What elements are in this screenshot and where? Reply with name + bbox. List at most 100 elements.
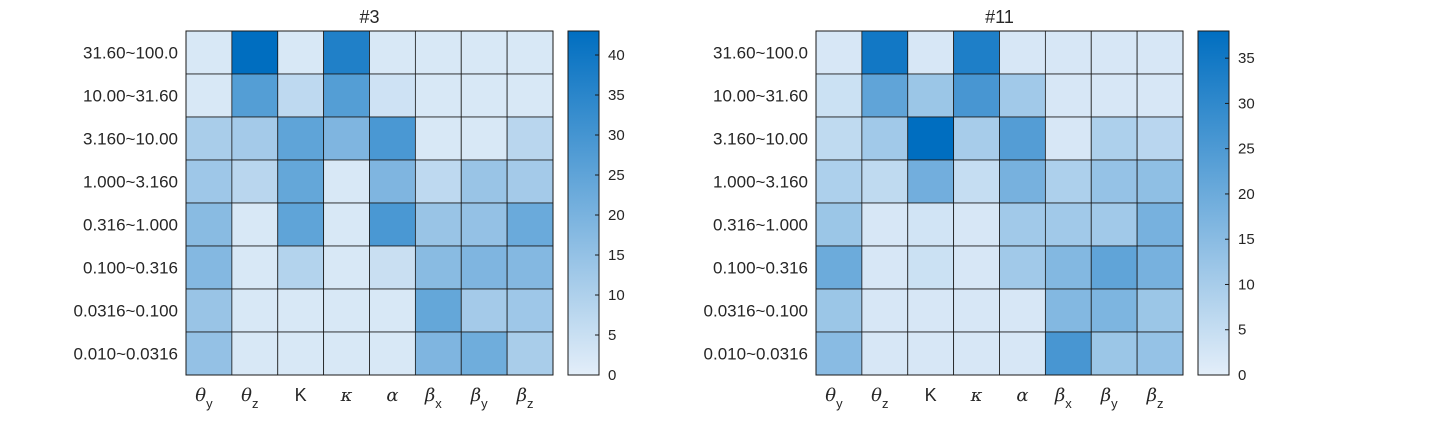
heatmap-cell bbox=[1136, 73, 1184, 118]
column-label: βz bbox=[516, 385, 534, 411]
heatmap-cell bbox=[369, 30, 416, 75]
heatmap-cell bbox=[323, 73, 370, 118]
heatmap-cell bbox=[999, 116, 1046, 161]
column-label: βx bbox=[1054, 385, 1072, 411]
heatmap-cell bbox=[815, 116, 863, 161]
heatmap-cell bbox=[277, 202, 325, 247]
heatmap-cell bbox=[414, 159, 462, 204]
row-label: 0.100~0.316 bbox=[83, 259, 178, 278]
heatmap-cell bbox=[506, 288, 554, 333]
heatmap-cell bbox=[953, 245, 1000, 290]
heatmap-cell bbox=[231, 73, 279, 118]
row-label: 0.100~0.316 bbox=[713, 259, 808, 278]
column-label: α bbox=[1016, 385, 1028, 406]
heatmap-cell bbox=[506, 73, 554, 118]
heatmap-cell bbox=[999, 331, 1046, 376]
heatmap-cell bbox=[277, 159, 325, 204]
heatmap-cell bbox=[1044, 245, 1092, 290]
colorbar-gradient bbox=[567, 30, 600, 376]
colorbar-tick-label: 30 bbox=[1238, 95, 1255, 112]
heatmap-cell bbox=[907, 202, 955, 247]
heatmap-cell bbox=[815, 202, 863, 247]
heatmap-cell bbox=[953, 202, 1000, 247]
heatmap-cell bbox=[861, 331, 909, 376]
heatmap-cell bbox=[1136, 159, 1184, 204]
heatmap-cell bbox=[907, 288, 955, 333]
colorbar: 0 5 10 15 20 25 30 35 40 bbox=[567, 30, 625, 384]
row-label: 10.00~31.60 bbox=[713, 87, 808, 106]
colorbar-tick-label: 5 bbox=[1238, 322, 1246, 339]
heatmap-cell bbox=[907, 116, 955, 161]
heatmap-cell bbox=[506, 116, 554, 161]
colorbar-tick-label: 35 bbox=[1238, 50, 1255, 67]
heatmap-cell bbox=[231, 159, 279, 204]
heatmap-cell bbox=[953, 73, 1000, 118]
heatmap-cell bbox=[861, 202, 909, 247]
colorbar-tick-label: 0 bbox=[608, 367, 616, 384]
row-label: 0.010~0.0316 bbox=[704, 345, 808, 364]
heatmap-cell bbox=[460, 331, 508, 376]
column-label: θz bbox=[871, 385, 888, 411]
heatmap-cell bbox=[999, 288, 1046, 333]
heatmap-cell bbox=[369, 202, 416, 247]
heatmap-cell bbox=[815, 159, 863, 204]
heatmap-cell bbox=[414, 30, 462, 75]
heatmap-cell bbox=[185, 116, 233, 161]
heatmap-cell bbox=[369, 288, 416, 333]
heatmap-cell bbox=[323, 245, 370, 290]
heatmap-cell bbox=[953, 159, 1000, 204]
heatmap-cell bbox=[323, 30, 370, 75]
row-label: 31.60~100.0 bbox=[83, 44, 178, 63]
heatmap-cell bbox=[907, 159, 955, 204]
row-label: 1.000~3.160 bbox=[83, 173, 178, 192]
column-label: K bbox=[925, 385, 937, 405]
heatmap-cell bbox=[1044, 331, 1092, 376]
heatmap-cell bbox=[460, 288, 508, 333]
heatmap-cell bbox=[231, 202, 279, 247]
heatmap-cell bbox=[323, 202, 370, 247]
heatmap-cell bbox=[231, 116, 279, 161]
row-label: 1.000~3.160 bbox=[713, 173, 808, 192]
heatmap-cell bbox=[1090, 245, 1138, 290]
heatmap-cell bbox=[460, 159, 508, 204]
column-label: βx bbox=[424, 385, 442, 411]
colorbar-tick-label: 10 bbox=[608, 287, 625, 304]
colorbar: 0 5 10 15 20 25 30 35 bbox=[1197, 30, 1255, 384]
heatmap-cell bbox=[815, 73, 863, 118]
row-label: 0.316~1.000 bbox=[83, 216, 178, 235]
heatmap-panel-2: #11 31.60~100.0 10.00~31.60 3.160~10.00 1.00… bbox=[704, 7, 1255, 411]
heatmap-cell bbox=[1136, 331, 1184, 376]
heatmap-cell bbox=[369, 116, 416, 161]
heatmap-cell bbox=[185, 331, 233, 376]
colorbar-tick-label: 25 bbox=[1238, 141, 1255, 158]
heatmap-cell bbox=[460, 245, 508, 290]
heatmap-cell bbox=[861, 116, 909, 161]
heatmap-cell bbox=[414, 116, 462, 161]
heatmap-cell bbox=[277, 331, 325, 376]
heatmap-cell bbox=[1136, 116, 1184, 161]
heatmap-cell bbox=[323, 116, 370, 161]
column-label: βz bbox=[1146, 385, 1164, 411]
heatmap-cell bbox=[506, 159, 554, 204]
heatmap-cell bbox=[815, 30, 863, 75]
heatmap-cell bbox=[953, 30, 1000, 75]
column-label: θy bbox=[825, 385, 843, 411]
heatmap-cell bbox=[1044, 73, 1092, 118]
row-label: 0.0316~0.100 bbox=[74, 302, 178, 321]
chart-title: #11 bbox=[985, 7, 1014, 27]
heatmap-cell bbox=[1090, 288, 1138, 333]
heatmap-cell bbox=[323, 331, 370, 376]
heatmap-cell bbox=[907, 73, 955, 118]
heatmap-cell bbox=[907, 245, 955, 290]
colorbar-tick-label: 35 bbox=[608, 87, 625, 104]
heatmap-cell bbox=[1136, 202, 1184, 247]
heatmap-cell bbox=[323, 288, 370, 333]
colorbar-tick-label: 20 bbox=[608, 207, 625, 224]
row-label: 3.160~10.00 bbox=[713, 130, 808, 149]
colorbar-tick-label: 40 bbox=[608, 47, 625, 64]
row-label: 10.00~31.60 bbox=[83, 87, 178, 106]
heatmap-cell bbox=[185, 245, 233, 290]
colorbar-gradient bbox=[1197, 30, 1230, 376]
heatmap-cell bbox=[907, 331, 955, 376]
heatmap-cell bbox=[506, 202, 554, 247]
